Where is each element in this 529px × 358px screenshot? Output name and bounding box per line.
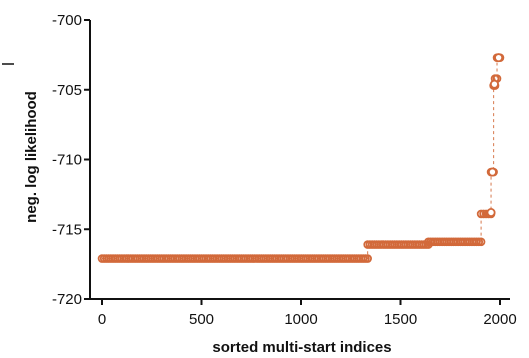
data-point [363, 254, 372, 263]
x-tick-label: 1000 [284, 311, 317, 328]
x-tick-label: 0 [98, 311, 106, 328]
y-tick-label: -710 [52, 152, 82, 169]
y-axis-title: neg. log likelihood [23, 91, 40, 223]
data-point [487, 167, 497, 177]
x-tick-label: 1500 [384, 311, 417, 328]
data-point [489, 79, 499, 89]
data-point [476, 237, 486, 247]
y-tick-label: -700 [52, 12, 82, 29]
x-tick-label: 2000 [483, 311, 516, 328]
y-tick-label: -720 [52, 291, 82, 308]
x-tick-label: 500 [189, 311, 214, 328]
y-tick-label: -705 [52, 82, 82, 99]
likelihood-trace [102, 57, 500, 260]
x-axis-title: sorted multi-start indices [212, 339, 391, 356]
plot-layer [97, 53, 505, 263]
data-point [486, 208, 496, 218]
y-tick-label: -715 [52, 221, 82, 238]
axis-layer: -720 -715 -710 -705 -700 0 500 1000 1500 2000 [2, 12, 517, 328]
data-point [494, 53, 504, 63]
